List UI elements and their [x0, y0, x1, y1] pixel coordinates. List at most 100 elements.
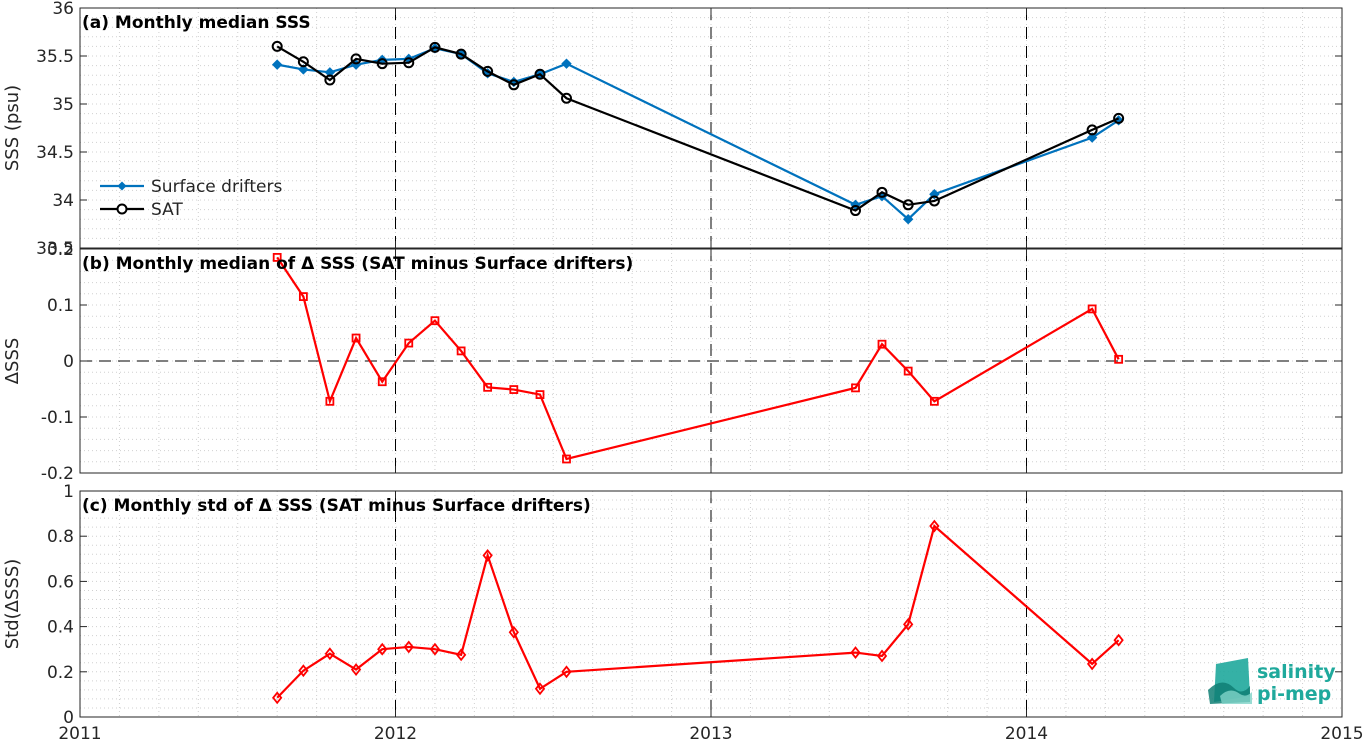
data-point: [902, 213, 914, 225]
y-tick-label: 0: [63, 708, 74, 728]
data-point: [850, 646, 861, 660]
data-point: [876, 186, 888, 198]
data-point: [430, 316, 440, 326]
y-tick-label: 0.6: [47, 572, 74, 592]
panel-a: 33.5 34 34.5 35 35.5 36 SSS (psu) (a) Monthly m…: [2, 0, 1343, 259]
data-point: [483, 382, 493, 392]
y-tick-label: 35.5: [36, 47, 74, 67]
y-tick-label: -0.1: [41, 408, 74, 428]
data-point: [298, 292, 308, 302]
data-point: [297, 56, 309, 68]
y-axis-label: Std(ΔSSS): [2, 559, 23, 650]
legend-marker: [117, 181, 127, 191]
data-point: [324, 67, 336, 78]
panel-title: (b) Monthly median of Δ SSS (SAT minus S…: [82, 254, 633, 274]
data-point: [298, 64, 309, 75]
series-line-0: [272, 252, 1124, 464]
data-point: [1086, 657, 1098, 671]
y-tick-label: 36: [52, 0, 74, 19]
data-point: [929, 519, 940, 533]
y-tick-label: 34.5: [36, 143, 74, 163]
logo-text-pi-mep: pi-mep: [1257, 683, 1331, 705]
panel-c: 0 0.2 0.4 0.6 0.8 1 2011 2012 2013 2014 2015 Std(ΔS…: [2, 482, 1364, 744]
data-point: [271, 40, 283, 52]
series-line: [276, 524, 1120, 699]
data-point: [535, 390, 545, 400]
series-sat: [271, 40, 1125, 217]
data-point: [928, 195, 940, 207]
data-point: [298, 664, 309, 678]
data-point: [851, 383, 860, 393]
x-tick-label: 2013: [689, 724, 732, 744]
data-point: [561, 665, 572, 679]
data-point: [1086, 132, 1098, 143]
x-tick-label: 2012: [374, 724, 417, 744]
y-tick-label: 34: [52, 191, 74, 211]
data-point: [561, 58, 572, 69]
data-point: [508, 79, 520, 91]
y-tick-label: 35: [52, 95, 74, 115]
data-point: [455, 48, 467, 60]
data-point: [350, 663, 362, 676]
panel-title: (c) Monthly std of Δ SSS (SAT minus Surf…: [82, 496, 591, 516]
data-point: [377, 642, 388, 656]
y-axis-label: SSS (psu): [2, 85, 23, 171]
y-axis-label: ΔSSS: [2, 338, 23, 385]
data-point: [1113, 633, 1124, 647]
series-surface-drifters: [271, 43, 1124, 225]
data-point: [324, 74, 336, 86]
data-point: [534, 682, 546, 696]
data-point: [877, 339, 887, 349]
data-point: [377, 377, 387, 387]
data-point: [1087, 304, 1097, 314]
data-point: [849, 205, 861, 217]
data-point: [562, 454, 571, 464]
data-point: [1086, 124, 1098, 136]
data-point: [903, 617, 914, 631]
y-tick-label: 0.1: [47, 296, 74, 316]
data-point: [429, 41, 441, 53]
x-tick-label: 2011: [58, 724, 101, 744]
data-point: [376, 58, 388, 70]
legend-label: Surface drifters: [151, 177, 282, 197]
data-point: [325, 396, 335, 406]
y-tick-label: 0.4: [47, 618, 74, 638]
data-point: [1113, 112, 1125, 124]
data-point: [404, 338, 414, 348]
data-point: [350, 53, 362, 65]
data-point: [272, 252, 282, 262]
data-point: [403, 57, 415, 69]
data-point: [561, 92, 573, 104]
data-point: [455, 648, 467, 662]
series-line: [276, 256, 1120, 461]
y-tick-label: 0.2: [47, 663, 74, 683]
data-point: [509, 385, 519, 394]
data-point: [272, 691, 283, 705]
data-point: [482, 548, 493, 562]
panel-title: (a) Monthly median SSS: [82, 13, 311, 33]
y-tick-label: 0.8: [47, 527, 74, 547]
data-point: [929, 396, 939, 406]
logo-text-salinity: salinity: [1257, 661, 1336, 683]
series-line-0: [272, 519, 1124, 705]
data-point: [351, 333, 361, 343]
data-point: [902, 199, 914, 211]
y-tick-label: 1: [63, 482, 74, 502]
series-line: [276, 47, 1120, 221]
y-tick-label: 0.2: [47, 240, 74, 260]
data-point: [456, 346, 466, 356]
panel-b: -0.2 -0.1 0 0.1 0.2 ΔSSS (b) Monthly median of…: [2, 240, 1343, 484]
y-tick-label: -0.2: [41, 464, 74, 484]
x-tick-label: 2014: [1005, 724, 1048, 744]
data-point: [482, 65, 494, 77]
y-tick-label: 0: [63, 352, 74, 372]
data-point: [429, 642, 441, 656]
y-tick-label: 33.5: [36, 239, 74, 259]
data-point: [324, 647, 336, 661]
data-point: [876, 649, 888, 663]
data-point: [534, 68, 546, 80]
legend: Surface drifters SAT: [100, 177, 282, 220]
data-point: [271, 59, 283, 70]
data-point: [403, 640, 414, 654]
